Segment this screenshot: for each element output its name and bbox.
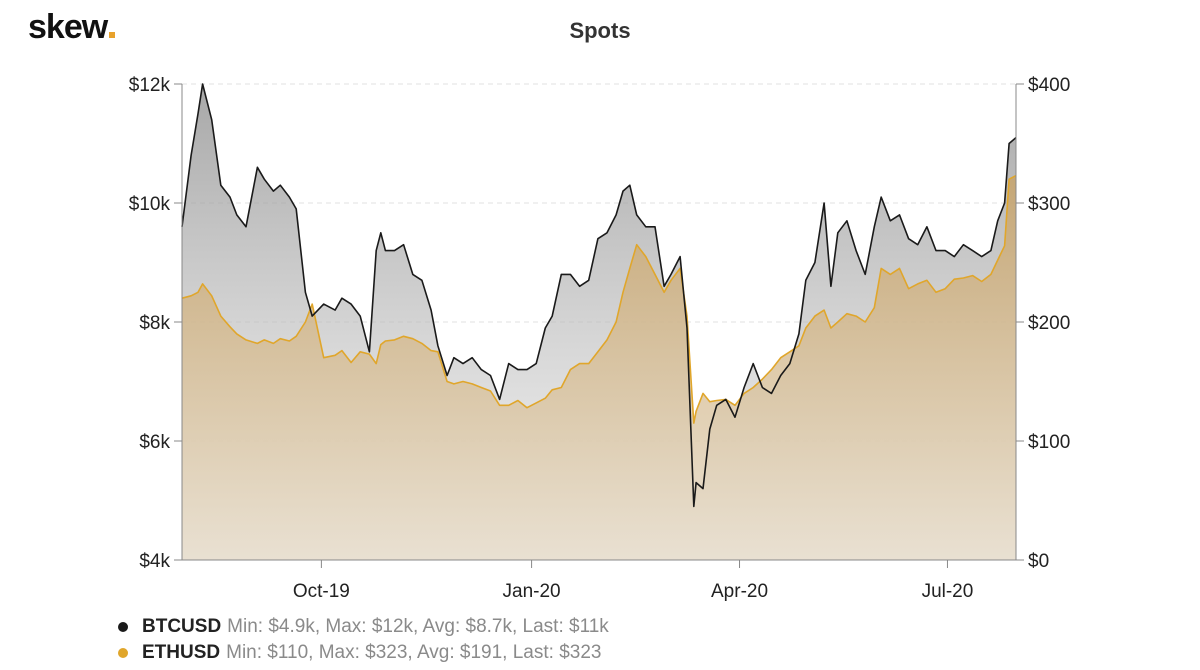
series-lines (181, 83, 1017, 508)
logo-text: skew (28, 8, 108, 46)
legend-name-ethusd: ETHUSD (142, 642, 221, 663)
y-right-tick-label-1: $100 (1028, 432, 1070, 453)
y-left-tick-label-0: $4k (139, 551, 170, 572)
spots-chart: $4k $6k $8k $10k $12k $0 $100 $200 $300 $400 Oct-1… (129, 75, 1070, 602)
y-right-tick-label-0: $0 (1028, 551, 1049, 572)
legend-name-btcusd: BTCUSD (142, 616, 222, 637)
x-tick-label-0: Oct-19 (293, 581, 350, 602)
ethusd-line (181, 174, 1017, 424)
y-left-tick-label-3: $10k (129, 194, 171, 215)
legend-item-ethusd[interactable]: ETHUSD Min: $110, Max: $323, Avg: $191, … (118, 640, 609, 666)
y-left-tick-label-4: $12k (129, 75, 171, 96)
legend-stats-ethusd: Min: $110, Max: $323, Avg: $191, Last: $… (226, 642, 602, 663)
ethusd-area (182, 175, 1016, 560)
y-left-tick-label-1: $6k (139, 432, 170, 453)
btcusd-line (181, 83, 1017, 508)
legend: BTCUSD Min: $4.9k, Max: $12k, Avg: $8.7k… (118, 614, 609, 666)
btcusd-dot-icon (118, 622, 128, 632)
logo-dot (109, 32, 116, 38)
x-tick-label-2: Apr-20 (711, 581, 768, 602)
series-areas (182, 84, 1016, 560)
chart-title: Spots (569, 18, 631, 43)
y-left-tick-label-2: $8k (139, 313, 170, 334)
legend-stats-btcusd: Min: $4.9k, Max: $12k, Avg: $8.7k, Last:… (227, 616, 609, 637)
skew-logo: skew (28, 8, 116, 47)
x-tick-label-1: Jan-20 (503, 581, 561, 602)
legend-item-btcusd[interactable]: BTCUSD Min: $4.9k, Max: $12k, Avg: $8.7k… (118, 614, 609, 640)
y-right-tick-label-2: $200 (1028, 313, 1070, 334)
x-tick-label-3: Jul-20 (922, 581, 974, 602)
ethusd-dot-icon (118, 648, 128, 658)
axes: $4k $6k $8k $10k $12k $0 $100 $200 $300 $400 Oct-1… (129, 75, 1070, 602)
y-right-tick-label-4: $400 (1028, 75, 1070, 96)
y-right-tick-label-3: $300 (1028, 194, 1070, 215)
